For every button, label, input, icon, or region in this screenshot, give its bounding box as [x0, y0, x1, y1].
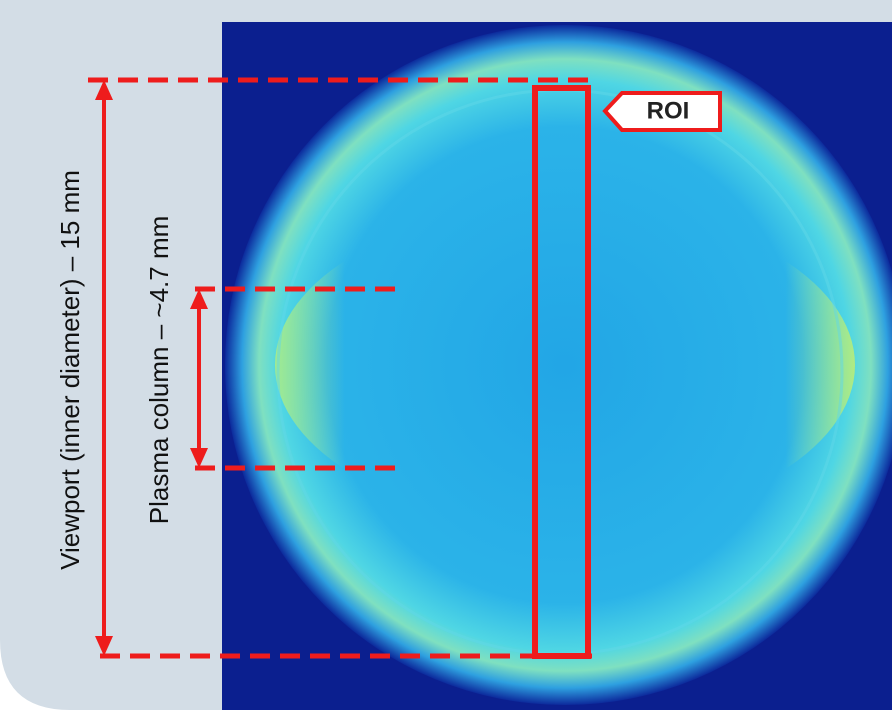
- camera-image: [222, 22, 892, 710]
- viewport-label: Viewport (inner diameter) – 15 mm: [55, 170, 85, 570]
- plasma-label: Plasma column – ~4.7 mm: [144, 216, 174, 525]
- figure: ROI Viewport (inner diameter) – 15 mm Pl…: [0, 0, 892, 710]
- roi-label: ROI: [647, 97, 690, 124]
